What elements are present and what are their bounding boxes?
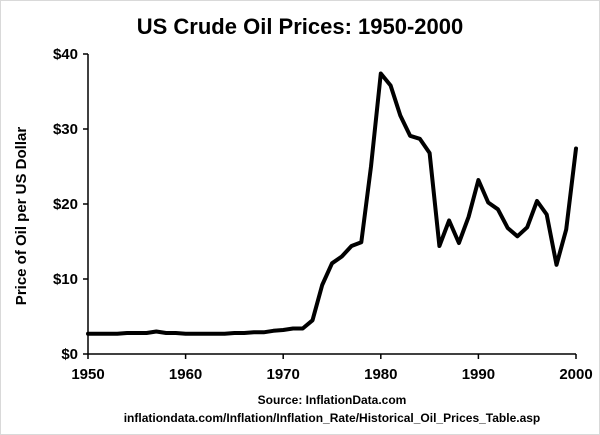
x-tick-label: 1990: [462, 366, 495, 383]
y-tick-label: $30: [53, 121, 78, 138]
y-axis-title: Price of Oil per US Dollar: [13, 127, 30, 306]
x-tick-label: 1970: [267, 366, 300, 383]
x-tick-label: 2000: [559, 366, 592, 383]
x-tick-label: 1960: [169, 366, 202, 383]
y-axis-ticks: $0 $10 $20 $30 $40: [53, 46, 88, 363]
y-tick-label: $20: [53, 196, 78, 213]
y-tick-label: $40: [53, 46, 78, 63]
source-label: Source: InflationData.com: [258, 393, 407, 407]
source-url: inflationdata.com/Inflation/Inflation_Ra…: [124, 411, 541, 425]
series-line-oil-price: [86, 71, 578, 336]
y-tick-label: $0: [61, 346, 78, 363]
x-tick-label: 1980: [364, 366, 397, 383]
x-tick-label: 1950: [71, 366, 104, 383]
series-group: [86, 71, 578, 336]
x-axis-ticks: 1950 1960 1970 1980 1990 2000: [71, 354, 593, 383]
y-tick-label: $10: [53, 271, 78, 288]
chart-title: US Crude Oil Prices: 1950-2000: [137, 14, 464, 39]
